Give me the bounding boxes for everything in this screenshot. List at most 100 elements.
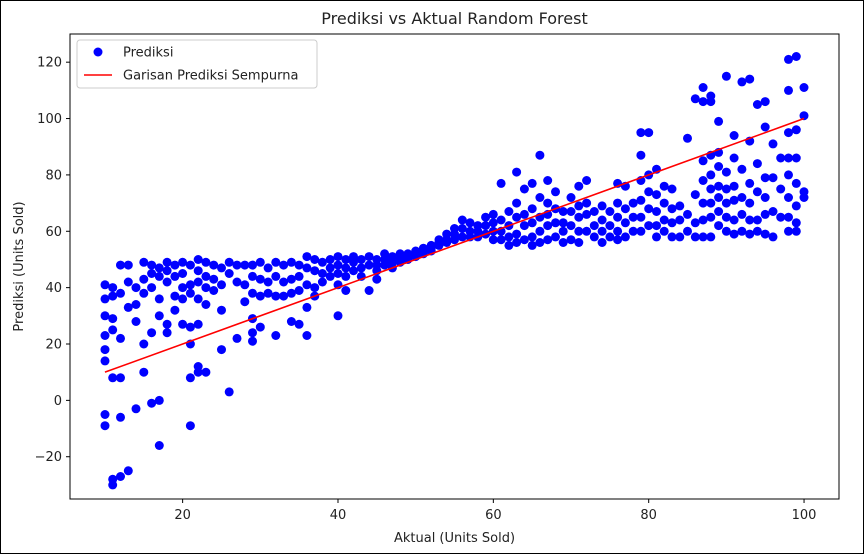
data-point xyxy=(178,319,188,329)
data-point xyxy=(791,153,801,163)
data-point xyxy=(582,226,592,236)
data-point xyxy=(286,257,296,267)
data-point xyxy=(659,226,669,236)
data-point xyxy=(263,277,273,287)
data-point xyxy=(652,232,661,242)
data-point xyxy=(551,187,560,197)
data-point xyxy=(341,286,351,295)
legend-marker-prediksi xyxy=(93,47,103,57)
data-point xyxy=(791,125,801,135)
data-point xyxy=(504,240,514,250)
data-point xyxy=(799,83,809,92)
data-point xyxy=(721,226,731,236)
data-point xyxy=(341,255,351,264)
data-point xyxy=(286,274,296,284)
data-point xyxy=(698,176,708,185)
data-point xyxy=(294,271,304,281)
data-point xyxy=(589,221,599,231)
data-point xyxy=(294,260,304,270)
legend: Prediksi Garisan Prediksi Sempurna xyxy=(76,39,318,89)
data-point xyxy=(721,167,731,177)
data-point xyxy=(317,257,327,267)
data-point xyxy=(636,195,646,205)
data-point xyxy=(768,139,778,149)
data-point xyxy=(154,294,164,304)
data-point xyxy=(543,221,553,231)
data-point xyxy=(201,283,211,293)
data-point xyxy=(341,263,351,273)
data-point xyxy=(667,204,677,214)
data-point xyxy=(667,232,677,242)
data-point xyxy=(698,232,708,242)
data-point xyxy=(271,331,281,340)
data-point xyxy=(271,271,281,281)
y-tick-label: 40 xyxy=(45,281,62,296)
data-point xyxy=(457,224,467,233)
data-point xyxy=(178,294,188,304)
data-point xyxy=(768,232,778,242)
data-point xyxy=(613,235,623,245)
data-point xyxy=(108,283,118,293)
chart-title: Prediksi vs Aktual Random Forest xyxy=(321,9,587,28)
data-point xyxy=(659,215,669,225)
data-point xyxy=(162,328,172,338)
data-point xyxy=(597,201,607,211)
data-point xyxy=(652,207,661,216)
data-point xyxy=(543,235,553,245)
data-point xyxy=(488,209,498,219)
data-point xyxy=(690,232,700,242)
data-point xyxy=(698,198,708,208)
data-point xyxy=(255,322,265,332)
x-tick-label: 40 xyxy=(330,508,347,523)
data-point xyxy=(597,238,607,247)
data-point xyxy=(364,252,374,262)
data-point xyxy=(162,257,172,267)
data-point xyxy=(636,128,646,138)
y-tick-label: 100 xyxy=(37,112,62,127)
data-point xyxy=(139,274,149,284)
data-point xyxy=(690,190,700,200)
data-point xyxy=(240,260,250,270)
data-point xyxy=(698,215,708,225)
data-point xyxy=(760,209,770,219)
data-point xyxy=(457,215,467,225)
data-point xyxy=(527,232,537,242)
data-point xyxy=(279,260,289,270)
data-point xyxy=(481,221,491,231)
data-point xyxy=(721,212,731,222)
data-point xyxy=(706,232,716,242)
data-point xyxy=(193,294,203,304)
data-point xyxy=(636,150,646,160)
data-point xyxy=(139,288,149,298)
data-point xyxy=(659,181,669,191)
data-point xyxy=(325,271,335,281)
data-point xyxy=(317,277,327,287)
x-tick-label: 60 xyxy=(485,508,502,523)
data-point xyxy=(108,480,118,490)
data-point xyxy=(737,164,747,174)
data-point xyxy=(675,215,685,225)
data-point xyxy=(527,218,537,228)
data-point xyxy=(488,218,498,228)
data-point xyxy=(566,193,576,202)
data-point xyxy=(240,297,250,307)
x-tick-label: 80 xyxy=(640,508,657,523)
data-point xyxy=(519,209,529,219)
data-point xyxy=(613,212,623,222)
data-point xyxy=(558,238,568,247)
data-point xyxy=(108,291,118,301)
data-point xyxy=(185,288,195,298)
data-point xyxy=(784,128,793,138)
data-point xyxy=(620,232,630,242)
data-point xyxy=(752,226,762,236)
data-point xyxy=(162,319,172,329)
data-point xyxy=(139,367,149,377)
data-point xyxy=(310,255,320,264)
data-point xyxy=(605,221,615,231)
data-point xyxy=(193,266,203,276)
data-point xyxy=(185,322,195,332)
data-point xyxy=(232,277,242,287)
data-point xyxy=(325,263,335,273)
data-point xyxy=(255,291,265,301)
